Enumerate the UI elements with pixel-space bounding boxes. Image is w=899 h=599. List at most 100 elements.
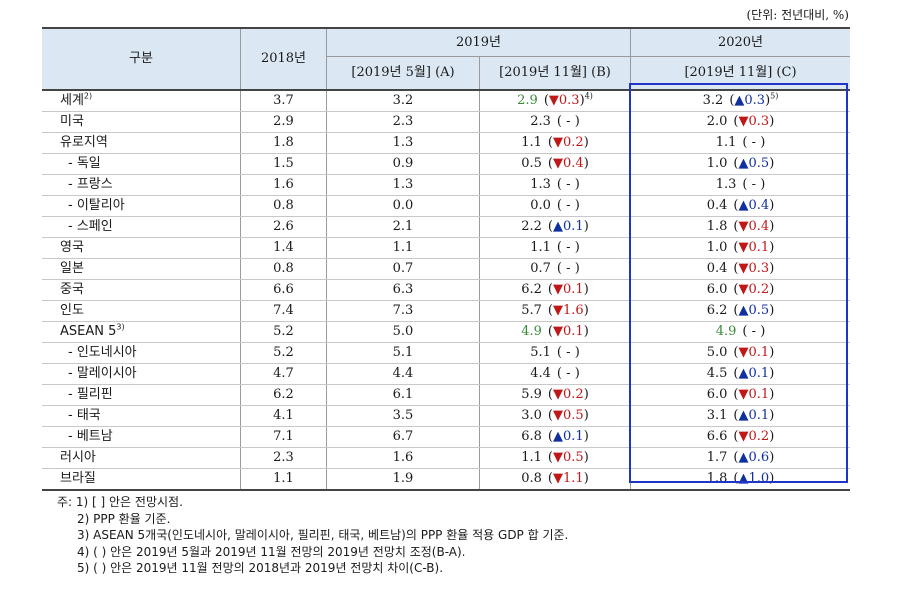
c-change: (▼0.3) [733,261,775,276]
c-arrow-icon: ▼ [738,387,749,402]
cell-2018: 7.4 [240,300,327,322]
header-2018: 2018년 [240,27,327,91]
c-change-amount: 0.6 [748,450,770,465]
row-label: - 스페인 [42,216,241,238]
b-arrow-icon: ▼ [553,387,563,402]
row-label-text: - 이탈리아 [68,198,125,213]
b-change: (▼0.1) [547,282,589,297]
cell-a: 5.0 [326,321,480,343]
c-change-amount: 0.4 [748,219,770,234]
row-label-text: - 프랑스 [68,177,113,192]
c-value: 3.2 [702,93,724,108]
c-value: 2.0 [706,114,728,129]
cell-2018: 1.1 [240,468,327,491]
table-row: - 베트남 7.1 6.7 6.8 (▲0.1) 6.6 (▼0.2) [42,426,850,448]
b-value: 1.1 [521,450,542,465]
cell-2018: 6.6 [240,279,327,301]
c-arrow-icon: ▼ [738,240,749,255]
b-change-amount: 0.1 [563,219,584,234]
b-change: (▼1.1) [547,471,589,486]
b-footnote-ref: 4) [584,91,593,101]
cell-c: 3.2 (▲0.3)5) [630,90,850,112]
c-value: 1.0 [706,156,728,171]
c-change: (▲0.4) [733,198,775,213]
row-label: 일본 [42,258,241,280]
cell-c: 1.1 ( - ) [630,132,850,154]
cell-c: 6.2 (▲0.5) [630,300,850,322]
c-change-amount: 1.0 [748,471,770,486]
row-label-text: 일본 [60,261,84,276]
b-change: ( - ) [556,345,580,360]
cell-2018: 4.7 [240,363,327,385]
c-change-value: ▼0.2 [739,429,770,444]
b-change-amount: 0.5 [563,450,584,465]
b-change: ( - ) [556,240,580,255]
header-category: 구분 [42,27,241,91]
b-arrow-icon: ▼ [553,324,563,339]
table-row: 중국 6.6 6.3 6.2 (▼0.1) 6.0 (▼0.2) [42,279,850,301]
cell-2018: 1.6 [240,174,327,196]
b-change-value: ▲0.1 [553,429,584,444]
c-arrow-icon: ▲ [738,408,749,423]
cell-c: 6.6 (▼0.2) [630,426,850,448]
c-change-value: ▼0.1 [739,345,770,360]
c-change: (▼0.2) [733,282,775,297]
cell-2018: 5.2 [240,321,327,343]
b-value: 6.2 [521,282,542,297]
cell-c: 1.0 (▼0.1) [630,237,850,259]
cell-c: 1.8 (▼0.4) [630,216,850,238]
c-value: 0.4 [706,198,728,213]
cell-a: 1.9 [326,468,480,491]
row-label-text: 러시아 [60,450,96,465]
b-value: 0.7 [530,261,551,276]
c-change-amount: 0.4 [748,198,770,213]
cell-a: 2.3 [326,111,480,133]
b-change: (▼0.2) [547,135,589,150]
table-row: 러시아 2.3 1.6 1.1 (▼0.5) 1.7 (▲0.6) [42,447,850,469]
c-change: ( - ) [742,324,766,339]
row-label-text: - 베트남 [68,429,113,444]
cell-b: 4.9 (▼0.1) [479,321,631,343]
b-arrow-icon: ▼ [553,156,563,171]
c-change-amount: 0.1 [748,387,770,402]
c-arrow-icon: ▼ [738,429,749,444]
c-change-value: - [748,135,761,150]
b-change-amount: 0.2 [563,135,584,150]
c-change-value: ▲0.4 [739,198,770,213]
b-arrow-icon: ▲ [553,219,563,234]
header-2019: 2019년 [326,27,631,57]
row-footnote-ref: 3) [116,322,125,332]
cell-a: 5.1 [326,342,480,364]
c-change-amount: 0.3 [748,114,770,129]
c-change: (▲0.5) [733,303,775,318]
b-change-amount: - [566,114,571,129]
row-label: 인도 [42,300,241,322]
c-change-amount: 0.1 [748,345,770,360]
b-value: 5.9 [521,387,542,402]
table-row: - 이탈리아 0.8 0.0 0.0( - ) 0.4 (▲0.4) [42,195,850,217]
c-change-value: ▲0.1 [739,408,770,423]
b-value: 4.9 [521,324,542,339]
cell-a: 3.2 [326,90,480,112]
cell-c: 4.9 ( - ) [630,321,850,343]
b-arrow-icon: ▼ [553,303,563,318]
c-value: 5.0 [706,345,728,360]
b-value: 3.0 [521,408,542,423]
b-change-amount: - [566,198,571,213]
b-value: 5.1 [530,345,551,360]
cell-a: 0.0 [326,195,480,217]
b-change: ( - ) [556,261,580,276]
cell-c: 0.4 (▼0.3) [630,258,850,280]
cell-b: 4.4 ( - ) [479,363,631,385]
cell-b: 0.5 (▼0.4) [479,153,631,175]
cell-c: 2.0 (▼0.3) [630,111,850,133]
table-row: - 인도네시아 5.2 5.1 5.1( - ) 5.0 (▼0.1) [42,342,850,364]
table-row: - 필리핀 6.2 6.1 5.9 (▼0.2) 6.0 (▼0.1) [42,384,850,406]
c-change-amount: - [751,135,757,150]
c-value: 6.0 [706,387,728,402]
cell-a: 1.1 [326,237,480,259]
cell-c: 0.4 (▲0.4) [630,195,850,217]
b-change-amount: - [566,177,571,192]
row-label-text: - 말레이시아 [68,366,137,381]
c-change-amount: 0.2 [748,429,770,444]
